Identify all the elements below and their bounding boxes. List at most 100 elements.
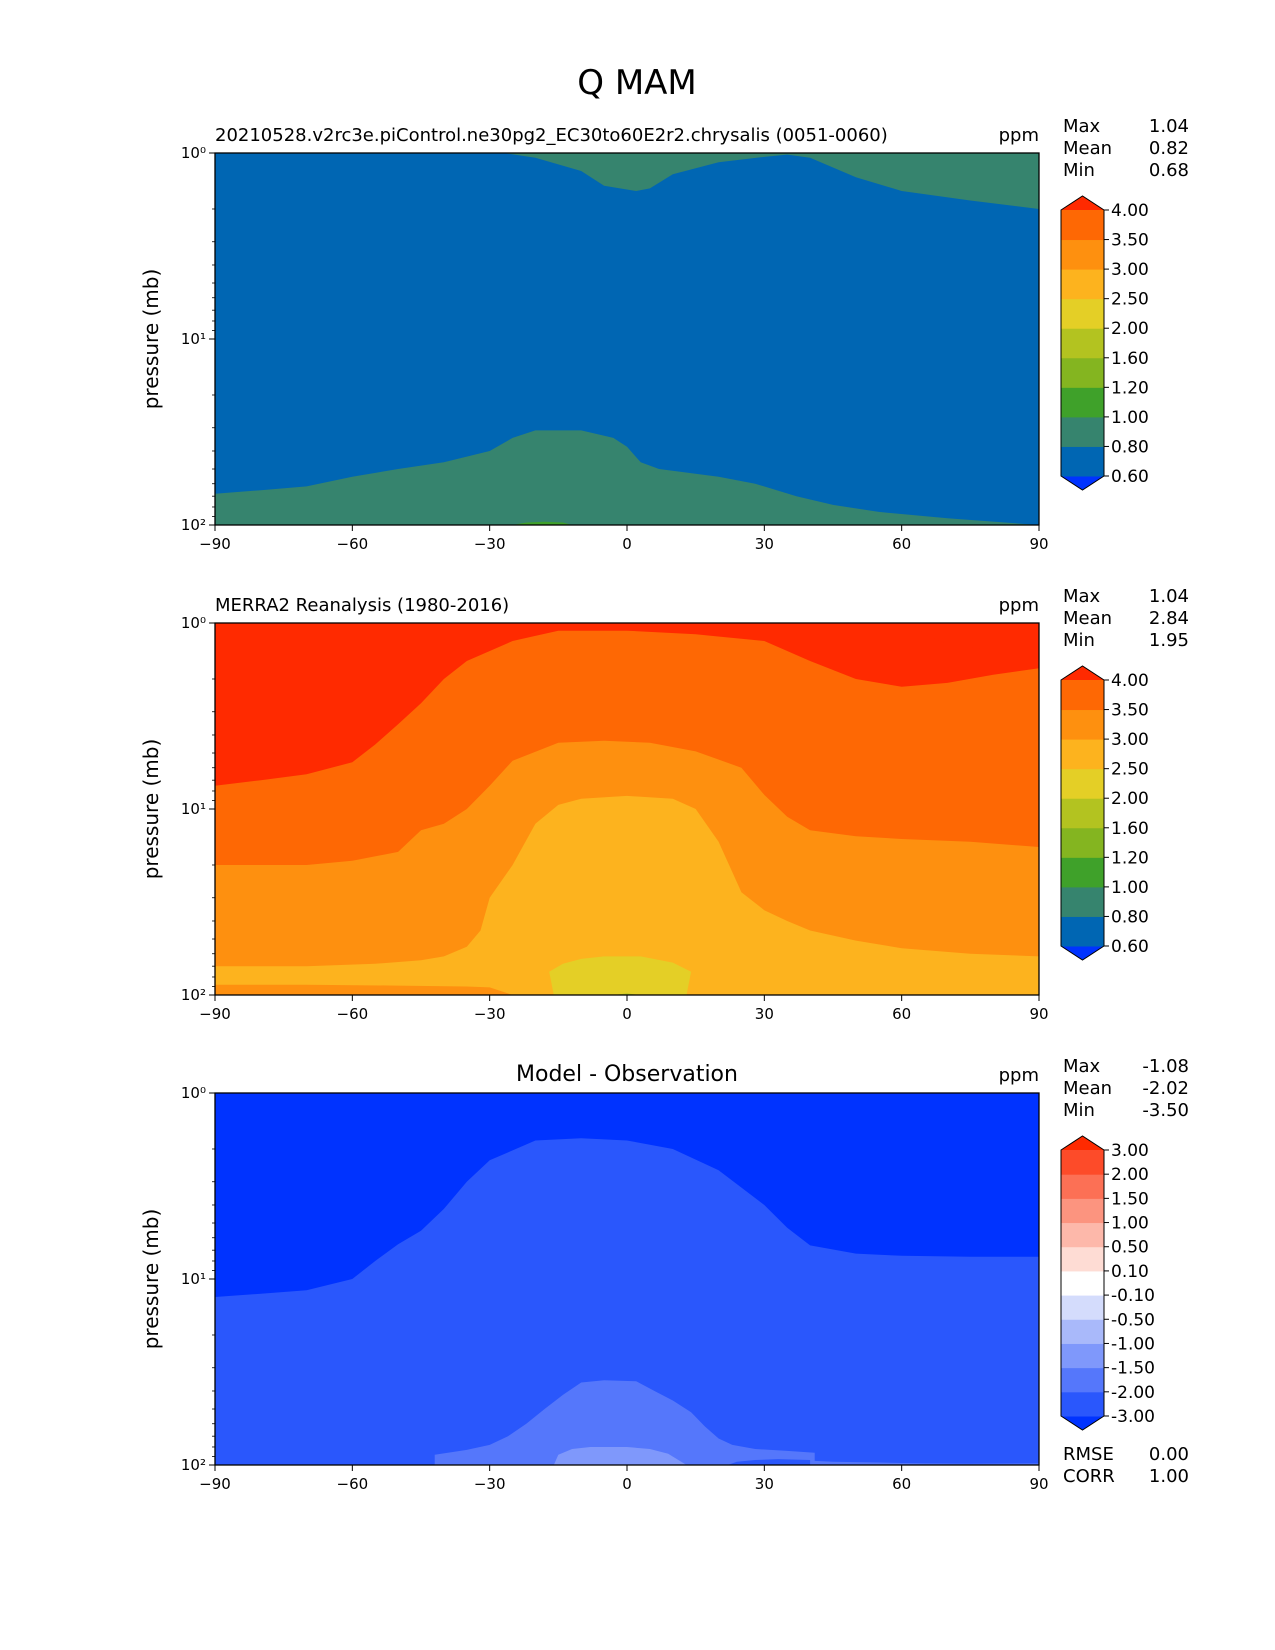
stat-label: RMSE bbox=[1063, 1444, 1114, 1465]
colorbar-tick-label: 4.00 bbox=[1111, 671, 1149, 691]
y-axis-label: pressure (mb) bbox=[139, 739, 163, 880]
colorbar-tick-label: 0.60 bbox=[1111, 937, 1149, 957]
colorbar-segment bbox=[1061, 1295, 1104, 1320]
x-tick-label: −30 bbox=[474, 535, 506, 553]
colorbar-tick-label: 3.00 bbox=[1111, 1141, 1149, 1161]
colorbar-extend-bottom bbox=[1061, 1416, 1104, 1430]
colorbar-extend-bottom bbox=[1061, 476, 1104, 490]
colorbar-tick-label: -3.00 bbox=[1111, 1407, 1155, 1427]
figure-title: Q MAM bbox=[577, 63, 697, 103]
stat-value: -2.02 bbox=[1142, 1078, 1189, 1099]
colorbar-extend-top bbox=[1061, 196, 1104, 210]
y-tick-label: 10⁰ bbox=[181, 614, 206, 632]
stat-label: Mean bbox=[1063, 608, 1112, 629]
stat-value: 1.00 bbox=[1149, 1466, 1189, 1487]
y-tick-label: 10² bbox=[181, 986, 206, 1004]
colorbar-tick-label: 0.60 bbox=[1111, 467, 1149, 487]
units-label: ppm bbox=[999, 125, 1039, 146]
colorbar-tick-label: 1.60 bbox=[1111, 819, 1149, 839]
contour-region bbox=[503, 153, 1039, 209]
colorbar-tick-label: 2.50 bbox=[1111, 290, 1149, 310]
colorbar-segment bbox=[1061, 298, 1104, 329]
x-tick-label: −60 bbox=[337, 535, 369, 553]
x-tick-label: 30 bbox=[755, 1475, 774, 1493]
colorbar-segment bbox=[1061, 357, 1104, 388]
x-tick-label: 90 bbox=[1029, 1475, 1048, 1493]
x-tick-label: 60 bbox=[892, 535, 911, 553]
x-tick-label: 60 bbox=[892, 1475, 911, 1493]
x-tick-label: 90 bbox=[1029, 1005, 1048, 1023]
contour-region bbox=[553, 1447, 687, 1465]
colorbar-segment bbox=[1061, 1222, 1104, 1248]
colorbar-segment bbox=[1061, 1270, 1104, 1296]
x-tick-label: −60 bbox=[337, 1475, 369, 1493]
colorbar-tick-label: 4.00 bbox=[1111, 201, 1149, 221]
stat-value: 0.68 bbox=[1149, 160, 1189, 181]
stat-label: Max bbox=[1063, 1056, 1101, 1077]
stat-value: 1.04 bbox=[1149, 116, 1189, 137]
y-tick-label: 10⁰ bbox=[181, 144, 206, 162]
colorbar-segment bbox=[1061, 1319, 1104, 1344]
y-tick-label: 10² bbox=[181, 516, 206, 534]
stat-label: Mean bbox=[1063, 138, 1112, 159]
y-tick-label: 10⁰ bbox=[181, 1084, 206, 1102]
x-tick-label: 30 bbox=[755, 1005, 774, 1023]
colorbar-extend-top bbox=[1061, 666, 1104, 680]
units-label: ppm bbox=[999, 595, 1039, 616]
colorbar-segment bbox=[1061, 239, 1104, 270]
stat-label: CORR bbox=[1063, 1466, 1115, 1487]
stat-value: 2.84 bbox=[1149, 608, 1189, 629]
colorbar-segment bbox=[1061, 1198, 1104, 1224]
contour-region bbox=[434, 1380, 1039, 1465]
colorbar-segment bbox=[1061, 886, 1104, 917]
colorbar-tick-label: 3.00 bbox=[1111, 260, 1149, 280]
contour-region bbox=[215, 984, 513, 995]
stat-label: Min bbox=[1063, 160, 1095, 181]
x-tick-label: −30 bbox=[474, 1475, 506, 1493]
x-tick-label: −90 bbox=[199, 1475, 231, 1493]
colorbar-tick-label: -0.10 bbox=[1111, 1286, 1155, 1306]
colorbar-segment bbox=[1061, 328, 1104, 359]
colorbar-extend-top bbox=[1061, 1136, 1104, 1150]
x-tick-label: −30 bbox=[474, 1005, 506, 1023]
stat-value: 1.95 bbox=[1149, 630, 1189, 651]
colorbar-tick-label: 2.00 bbox=[1111, 789, 1149, 809]
contour-region bbox=[549, 956, 692, 995]
panel-observation: −90 −60 −30 0 30 60 90 10⁰ 10¹ 10² pressure (mb) ME… bbox=[139, 586, 1189, 1023]
x-tick-label: 60 bbox=[892, 1005, 911, 1023]
colorbar-segment bbox=[1061, 768, 1104, 799]
stat-label: Max bbox=[1063, 586, 1101, 607]
colorbar-segment bbox=[1061, 739, 1104, 770]
x-tick-label: 0 bbox=[622, 1005, 632, 1023]
x-tick-label: 0 bbox=[622, 535, 632, 553]
colorbar-tick-label: 1.20 bbox=[1111, 848, 1149, 868]
panel-difference: −90 −60 −30 0 30 60 90 10⁰ 10¹ 10² pressure (mb) Mo… bbox=[139, 1056, 1189, 1493]
colorbar-tick-label: 1.00 bbox=[1111, 408, 1149, 428]
colorbar-segment bbox=[1061, 416, 1104, 447]
panel-title: Model - Observation bbox=[516, 1062, 738, 1087]
x-tick-label: 30 bbox=[755, 535, 774, 553]
y-axis-label: pressure (mb) bbox=[139, 1209, 163, 1350]
panel-title: MERRA2 Reanalysis (1980-2016) bbox=[215, 595, 509, 616]
x-tick-label: −60 bbox=[337, 1005, 369, 1023]
stat-value: 0.82 bbox=[1149, 138, 1189, 159]
colorbar-segment bbox=[1061, 387, 1104, 418]
colorbar-tick-label: -0.50 bbox=[1111, 1310, 1155, 1330]
y-tick-label: 10¹ bbox=[181, 800, 206, 818]
contour-region bbox=[910, 623, 1039, 652]
colorbar-tick-label: 2.00 bbox=[1111, 319, 1149, 339]
contour-region bbox=[512, 521, 573, 525]
stat-label: Min bbox=[1063, 630, 1095, 651]
colorbar-tick-label: 1.20 bbox=[1111, 378, 1149, 398]
colorbar-tick-label: -1.00 bbox=[1111, 1334, 1155, 1354]
contour-region bbox=[215, 1138, 1039, 1465]
colorbar-segment bbox=[1061, 269, 1104, 300]
colorbar-segment bbox=[1061, 798, 1104, 829]
contour-region bbox=[215, 430, 1039, 525]
colorbar-segment bbox=[1061, 827, 1104, 858]
colorbar-segment bbox=[1061, 709, 1104, 740]
colorbar-tick-label: 1.50 bbox=[1111, 1189, 1149, 1209]
stat-value: -1.08 bbox=[1142, 1056, 1189, 1077]
colorbar-segment bbox=[1061, 1174, 1104, 1199]
colorbar-tick-label: 1.00 bbox=[1111, 1214, 1149, 1234]
